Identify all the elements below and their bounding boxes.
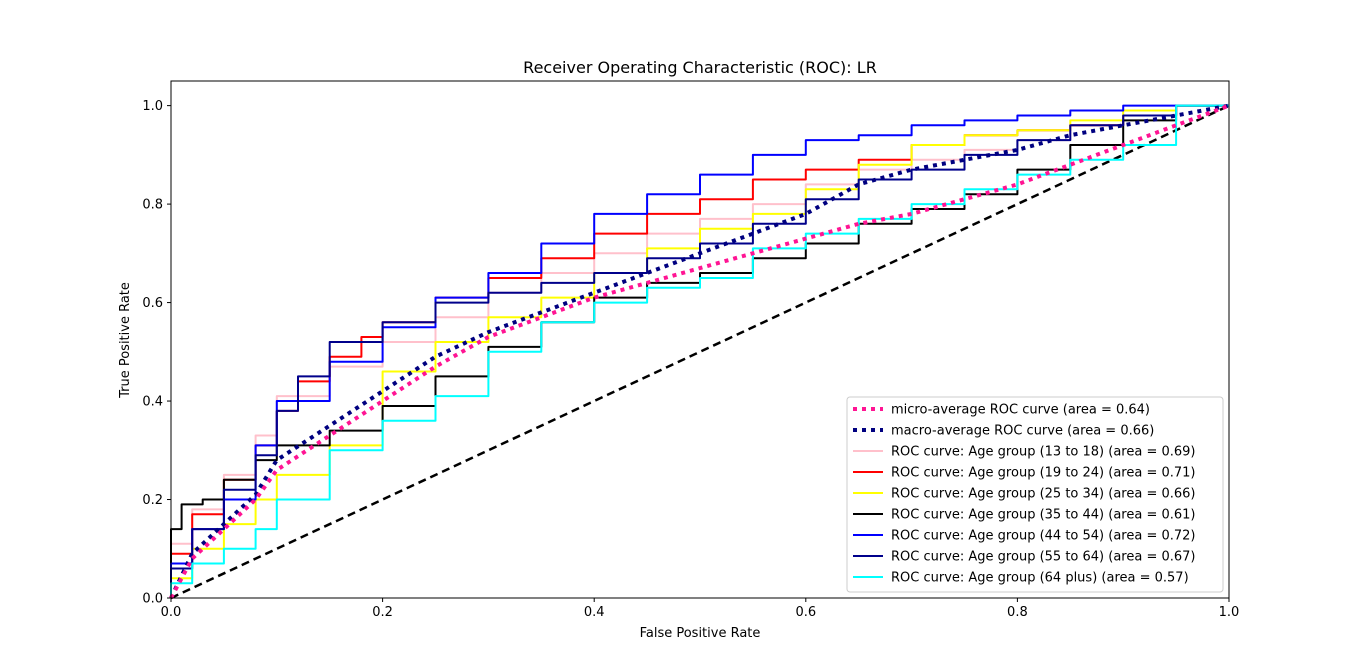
x-tick-label: 0.8 <box>1007 605 1028 620</box>
y-tick-label: 0.0 <box>142 592 163 607</box>
x-tick-label: 0.0 <box>161 605 182 620</box>
legend-entry-4: ROC curve: Age group (25 to 34) (area = … <box>891 487 1195 502</box>
legend-entry-0: micro-average ROC curve (area = 0.64) <box>891 403 1150 418</box>
y-tick-label: 0.8 <box>142 198 163 213</box>
y-tick-label: 0.2 <box>142 493 163 508</box>
y-axis-label: True Positive Rate <box>118 282 133 399</box>
y-tick-label: 1.0 <box>142 99 163 114</box>
plot-frame <box>170 80 1230 599</box>
roc-series-8 <box>170 104 1229 598</box>
legend-entry-6: ROC curve: Age group (44 to 54) (area = … <box>891 529 1195 544</box>
x-tick-label: 0.4 <box>584 605 605 620</box>
legend-entry-5: ROC curve: Age group (35 to 44) (area = … <box>891 508 1195 523</box>
legend-box <box>846 396 1224 593</box>
y-tick-label: 0.6 <box>142 296 163 311</box>
ticks-layer: 0.0 0.2 0.4 0.6 0.8 1.0 0.0 0.2 0.4 0.6 0.8 1.0 <box>142 99 1239 620</box>
legend: micro-average ROC curve (area = 0.64) mac… <box>846 396 1224 593</box>
y-tick-label: 0.4 <box>142 395 163 410</box>
roc-series-1 <box>169 103 1230 599</box>
legend-entry-1: macro-average ROC curve (area = 0.66) <box>891 424 1154 439</box>
roc-series-7 <box>170 104 1229 598</box>
roc-series-0 <box>169 103 1230 599</box>
roc-series-6 <box>170 104 1229 598</box>
x-tick-label: 0.6 <box>795 605 816 620</box>
x-axis-label: False Positive Rate <box>640 626 761 641</box>
chart-title: Receiver Operating Characteristic (ROC):… <box>523 58 877 77</box>
legend-entry-2: ROC curve: Age group (13 to 18) (area = … <box>891 445 1195 460</box>
legend-entry-3: ROC curve: Age group (19 to 24) (area = … <box>891 466 1195 481</box>
x-tick-label: 0.2 <box>372 605 393 620</box>
legend-entry-7: ROC curve: Age group (55 to 64) (area = … <box>891 550 1195 565</box>
curves-layer <box>169 103 1230 600</box>
x-tick-label: 1.0 <box>1219 605 1240 620</box>
legend-entry-8: ROC curve: Age group (64 plus) (area = 0… <box>891 571 1189 586</box>
